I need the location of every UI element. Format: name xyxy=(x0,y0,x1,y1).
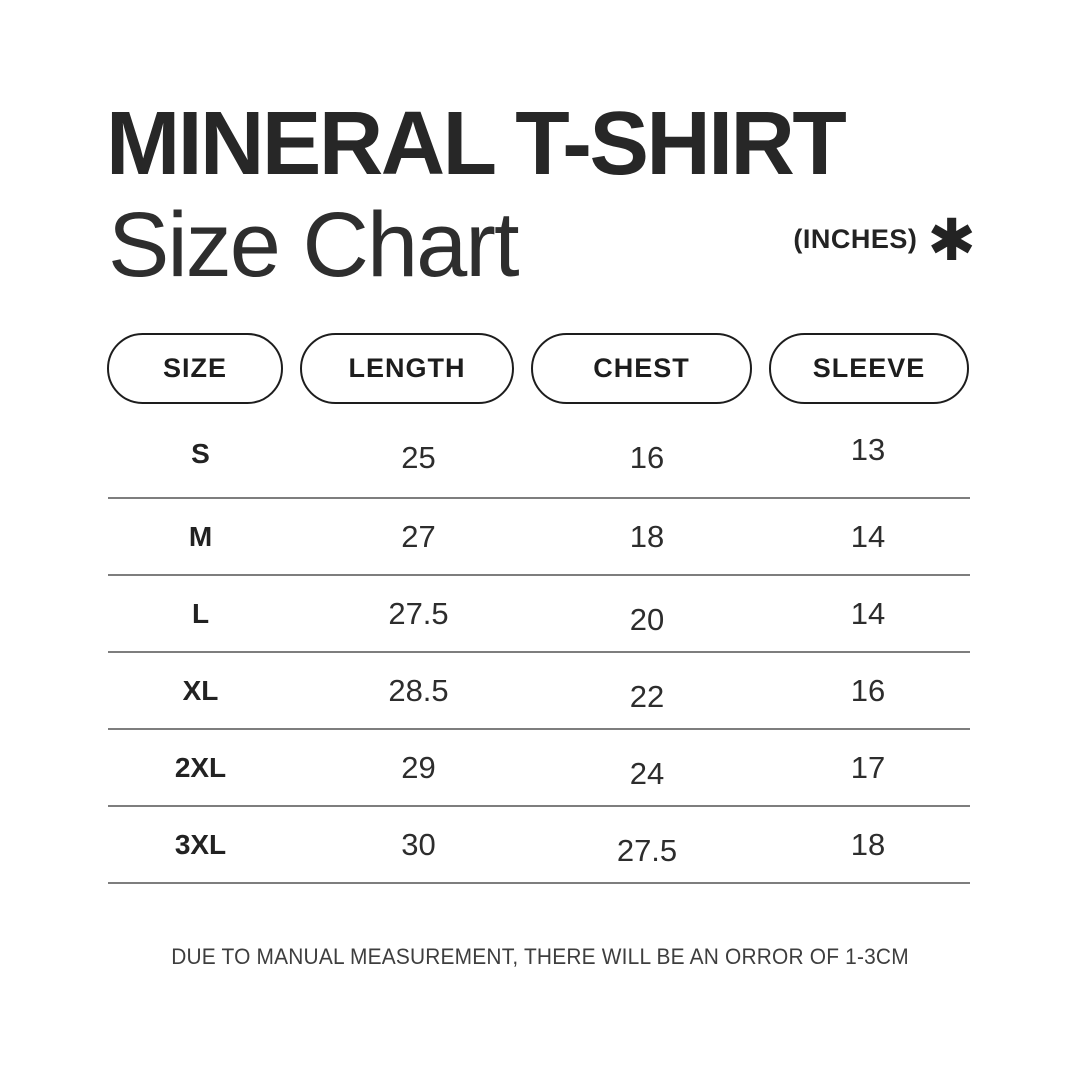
size-value: M xyxy=(188,520,213,552)
page-subtitle: Size Chart xyxy=(108,194,519,296)
size-value: 2XL xyxy=(174,751,227,783)
chest-value: 16 xyxy=(629,440,665,475)
chest-value: 24 xyxy=(629,755,665,791)
sleeve-value: 14 xyxy=(850,595,886,631)
table-header-row: SIZE LENGTH CHEST SLEEVE xyxy=(107,333,969,404)
column-header-length: LENGTH xyxy=(300,333,514,404)
table-row: XL 28.5 22 16 xyxy=(108,653,970,730)
table-row: 2XL 29 24 17 xyxy=(108,730,970,807)
units-label: (INCHES) xyxy=(793,223,918,254)
length-value: 27.5 xyxy=(388,595,449,631)
length-value: 25 xyxy=(401,440,436,475)
column-header-chest-label: CHEST xyxy=(593,353,690,383)
chest-value: 20 xyxy=(629,601,665,637)
chest-value: 27.5 xyxy=(616,832,678,868)
sleeve-value: 16 xyxy=(850,672,886,708)
units-note: (INCHES) ✱ xyxy=(793,208,976,270)
table-row: S 25 16 13 xyxy=(108,405,970,499)
column-header-size: SIZE xyxy=(107,333,283,404)
sleeve-value: 13 xyxy=(850,432,886,467)
chest-value: 18 xyxy=(629,518,665,554)
column-header-sleeve-label: SLEEVE xyxy=(812,353,926,383)
sleeve-value: 14 xyxy=(850,518,886,554)
length-value: 28.5 xyxy=(388,672,449,708)
measurement-note: DUE TO MANUAL MEASUREMENT, THERE WILL BE… xyxy=(171,944,909,969)
asterisk-icon: ✱ xyxy=(927,208,976,273)
column-header-size-label: SIZE xyxy=(162,353,227,383)
page-title: MINERAL T-SHIRT xyxy=(106,94,847,194)
column-header-sleeve: SLEEVE xyxy=(769,333,969,404)
size-value: S xyxy=(191,438,210,469)
table-row: L 27.5 20 14 xyxy=(108,576,970,653)
length-value: 29 xyxy=(401,749,436,785)
size-table: S 25 16 13 M 27 18 14 L 27.5 20 14 XL 28… xyxy=(108,405,970,884)
sleeve-value: 17 xyxy=(850,749,886,785)
column-header-length-label: LENGTH xyxy=(348,353,466,383)
length-value: 30 xyxy=(401,826,436,862)
size-value: 3XL xyxy=(174,828,227,860)
table-row: M 27 18 14 xyxy=(108,499,970,576)
size-value: XL xyxy=(182,674,219,706)
chest-value: 22 xyxy=(629,678,665,714)
column-header-chest: CHEST xyxy=(531,333,752,404)
table-row: 3XL 30 27.5 18 xyxy=(108,807,970,884)
size-value: L xyxy=(191,597,210,629)
sleeve-value: 18 xyxy=(850,826,886,862)
length-value: 27 xyxy=(401,518,436,554)
